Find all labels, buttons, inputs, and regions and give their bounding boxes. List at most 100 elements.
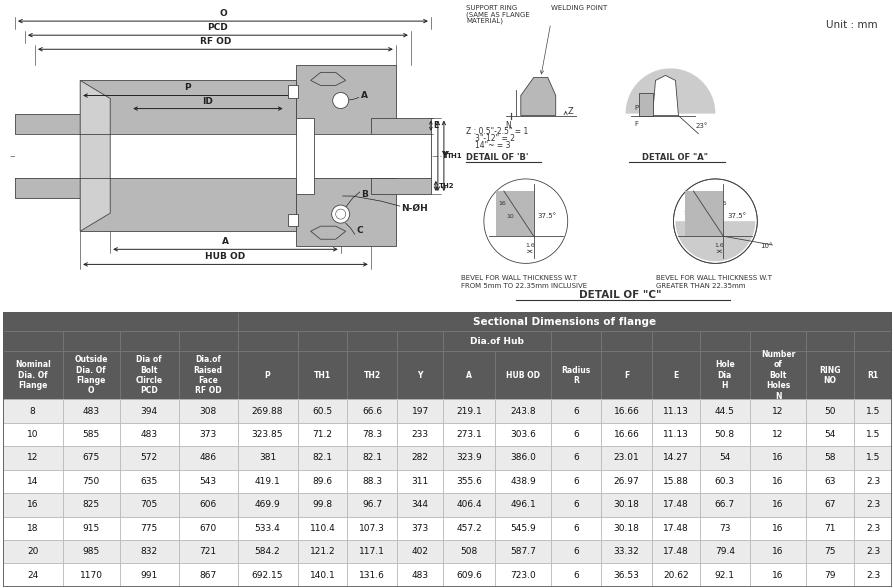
Bar bbox=[443, 470, 494, 493]
Text: HUB OD: HUB OD bbox=[205, 252, 245, 262]
Text: Unit : mm: Unit : mm bbox=[825, 20, 877, 30]
Bar bbox=[80, 133, 295, 178]
Bar bbox=[15, 133, 80, 178]
Bar bbox=[3, 540, 63, 563]
Text: A: A bbox=[222, 238, 229, 246]
Bar bbox=[853, 423, 891, 446]
Text: 483: 483 bbox=[411, 570, 428, 580]
Circle shape bbox=[672, 179, 756, 263]
Bar bbox=[748, 563, 805, 587]
Bar bbox=[237, 332, 297, 351]
Bar bbox=[600, 563, 652, 587]
Text: 131.6: 131.6 bbox=[358, 570, 384, 580]
Text: 140.1: 140.1 bbox=[309, 570, 335, 580]
Text: 197: 197 bbox=[411, 407, 428, 416]
Bar bbox=[295, 133, 395, 178]
Bar bbox=[80, 81, 295, 231]
Bar bbox=[63, 332, 120, 351]
Text: WELDING POINT: WELDING POINT bbox=[550, 5, 606, 11]
Bar bbox=[297, 351, 347, 399]
Bar bbox=[699, 563, 748, 587]
Text: 11.13: 11.13 bbox=[662, 430, 688, 439]
Bar bbox=[295, 118, 313, 194]
Bar bbox=[443, 540, 494, 563]
Text: 323.85: 323.85 bbox=[251, 430, 283, 439]
Text: 915: 915 bbox=[82, 524, 99, 533]
Bar bbox=[3, 312, 237, 332]
Bar bbox=[805, 446, 853, 470]
Bar bbox=[120, 493, 178, 516]
Bar bbox=[178, 423, 237, 446]
Bar bbox=[443, 423, 494, 446]
Bar bbox=[347, 540, 396, 563]
Text: 66.7: 66.7 bbox=[714, 500, 734, 509]
Text: 82.1: 82.1 bbox=[312, 453, 332, 463]
Text: 311: 311 bbox=[411, 477, 428, 486]
Polygon shape bbox=[520, 78, 555, 116]
Bar bbox=[699, 332, 748, 351]
Bar bbox=[120, 516, 178, 540]
Bar bbox=[805, 470, 853, 493]
Bar bbox=[347, 493, 396, 516]
Text: 269.88: 269.88 bbox=[251, 407, 283, 416]
Bar bbox=[652, 399, 699, 423]
Text: 381: 381 bbox=[258, 453, 276, 463]
Text: P: P bbox=[265, 371, 270, 380]
Bar bbox=[699, 516, 748, 540]
Text: 89.6: 89.6 bbox=[312, 477, 332, 486]
Bar bbox=[63, 563, 120, 587]
Text: 30.18: 30.18 bbox=[613, 500, 638, 509]
Bar bbox=[551, 351, 600, 399]
Bar bbox=[178, 493, 237, 516]
Bar bbox=[748, 493, 805, 516]
Text: 533.4: 533.4 bbox=[255, 524, 280, 533]
Bar bbox=[443, 351, 494, 399]
Bar bbox=[396, 423, 443, 446]
Bar bbox=[63, 516, 120, 540]
Bar bbox=[805, 563, 853, 587]
Bar bbox=[3, 351, 63, 399]
Bar bbox=[805, 516, 853, 540]
Polygon shape bbox=[685, 191, 722, 236]
Text: 117.1: 117.1 bbox=[358, 547, 384, 556]
Text: E: E bbox=[673, 371, 678, 380]
Bar bbox=[443, 399, 494, 423]
Bar bbox=[396, 516, 443, 540]
Bar bbox=[600, 540, 652, 563]
Bar bbox=[600, 516, 652, 540]
Text: 12: 12 bbox=[772, 430, 783, 439]
Bar bbox=[652, 446, 699, 470]
Text: 78.3: 78.3 bbox=[361, 430, 382, 439]
Bar bbox=[3, 423, 63, 446]
Bar bbox=[347, 516, 396, 540]
Text: 8: 8 bbox=[30, 407, 36, 416]
Bar bbox=[494, 399, 551, 423]
Bar bbox=[120, 351, 178, 399]
Bar bbox=[396, 540, 443, 563]
Bar bbox=[652, 540, 699, 563]
Text: 2.3: 2.3 bbox=[865, 500, 880, 509]
Bar bbox=[551, 423, 600, 446]
Bar bbox=[3, 446, 63, 470]
Bar bbox=[178, 332, 237, 351]
Bar bbox=[15, 113, 80, 198]
Bar bbox=[748, 423, 805, 446]
Text: Outside
Dia. Of
Flange
O: Outside Dia. Of Flange O bbox=[74, 355, 108, 396]
Text: RING
NO: RING NO bbox=[819, 366, 840, 385]
Text: 16.66: 16.66 bbox=[613, 430, 638, 439]
Text: 54: 54 bbox=[823, 430, 835, 439]
Text: B: B bbox=[360, 189, 367, 199]
Text: 6: 6 bbox=[572, 477, 578, 486]
Bar bbox=[494, 423, 551, 446]
Text: P: P bbox=[184, 83, 191, 92]
Text: 705: 705 bbox=[140, 500, 157, 509]
Text: 20.62: 20.62 bbox=[662, 570, 688, 580]
Bar bbox=[652, 423, 699, 446]
Text: DETAIL OF "A": DETAIL OF "A" bbox=[642, 153, 708, 162]
Bar bbox=[63, 540, 120, 563]
Text: 50: 50 bbox=[823, 407, 835, 416]
Text: HUB OD: HUB OD bbox=[505, 371, 539, 380]
Text: R1: R1 bbox=[866, 371, 878, 380]
Bar bbox=[748, 332, 805, 351]
Bar bbox=[805, 332, 853, 351]
